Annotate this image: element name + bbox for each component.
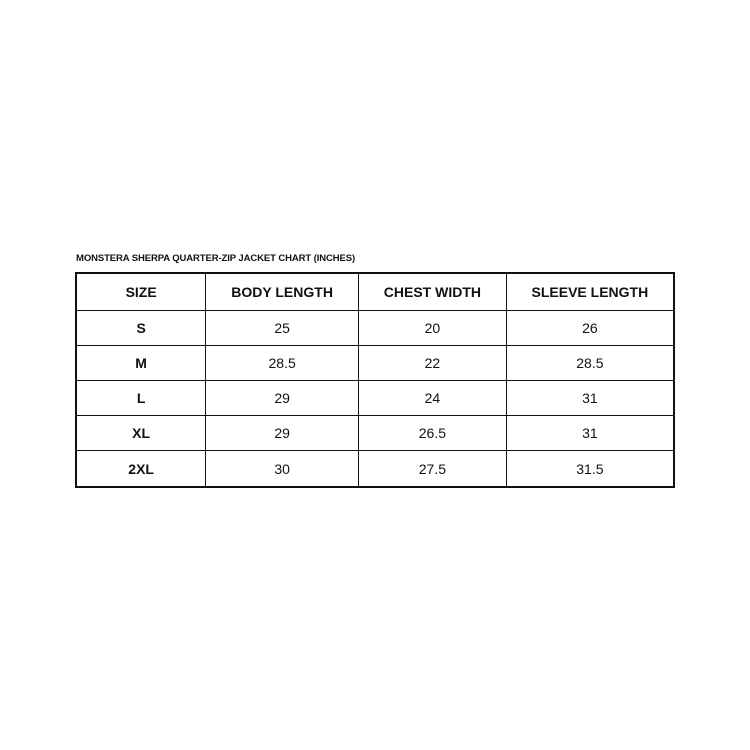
chart-title: MONSTERA SHERPA QUARTER-ZIP JACKET CHART… <box>76 253 356 264</box>
cell-sleeve-length: 26 <box>505 309 675 347</box>
cell-chest-width: 26.5 <box>358 415 507 452</box>
cell-size: 2XL <box>75 450 207 488</box>
cell-chest-width: 20 <box>358 309 507 347</box>
cell-size: S <box>75 309 207 347</box>
cell-sleeve-length: 28.5 <box>505 345 675 382</box>
cell-body-length: 29 <box>205 415 359 452</box>
cell-body-length: 30 <box>205 450 359 488</box>
cell-chest-width: 24 <box>358 380 507 417</box>
cell-size: M <box>75 345 207 382</box>
cell-body-length: 29 <box>205 380 359 417</box>
cell-chest-width: 22 <box>358 345 507 382</box>
header-chest-width: CHEST WIDTH <box>358 272 507 311</box>
table-row: S 25 20 26 <box>75 309 675 347</box>
table-row: XL 29 26.5 31 <box>75 415 675 452</box>
cell-sleeve-length: 31 <box>505 380 675 417</box>
header-size: SIZE <box>75 272 207 311</box>
cell-size: L <box>75 380 207 417</box>
size-chart-table: SIZE BODY LENGTH CHEST WIDTH SLEEVE LENG… <box>75 272 675 488</box>
cell-chest-width: 27.5 <box>358 450 507 488</box>
table-row: 2XL 30 27.5 31.5 <box>75 450 675 488</box>
cell-sleeve-length: 31.5 <box>505 450 675 488</box>
table-row: M 28.5 22 28.5 <box>75 345 675 382</box>
header-body-length: BODY LENGTH <box>205 272 359 311</box>
cell-body-length: 28.5 <box>205 345 359 382</box>
header-sleeve-length: SLEEVE LENGTH <box>505 272 675 311</box>
header-row: SIZE BODY LENGTH CHEST WIDTH SLEEVE LENG… <box>75 272 675 311</box>
cell-size: XL <box>75 415 207 452</box>
table-row: L 29 24 31 <box>75 380 675 417</box>
cell-sleeve-length: 31 <box>505 415 675 452</box>
cell-body-length: 25 <box>205 309 359 347</box>
